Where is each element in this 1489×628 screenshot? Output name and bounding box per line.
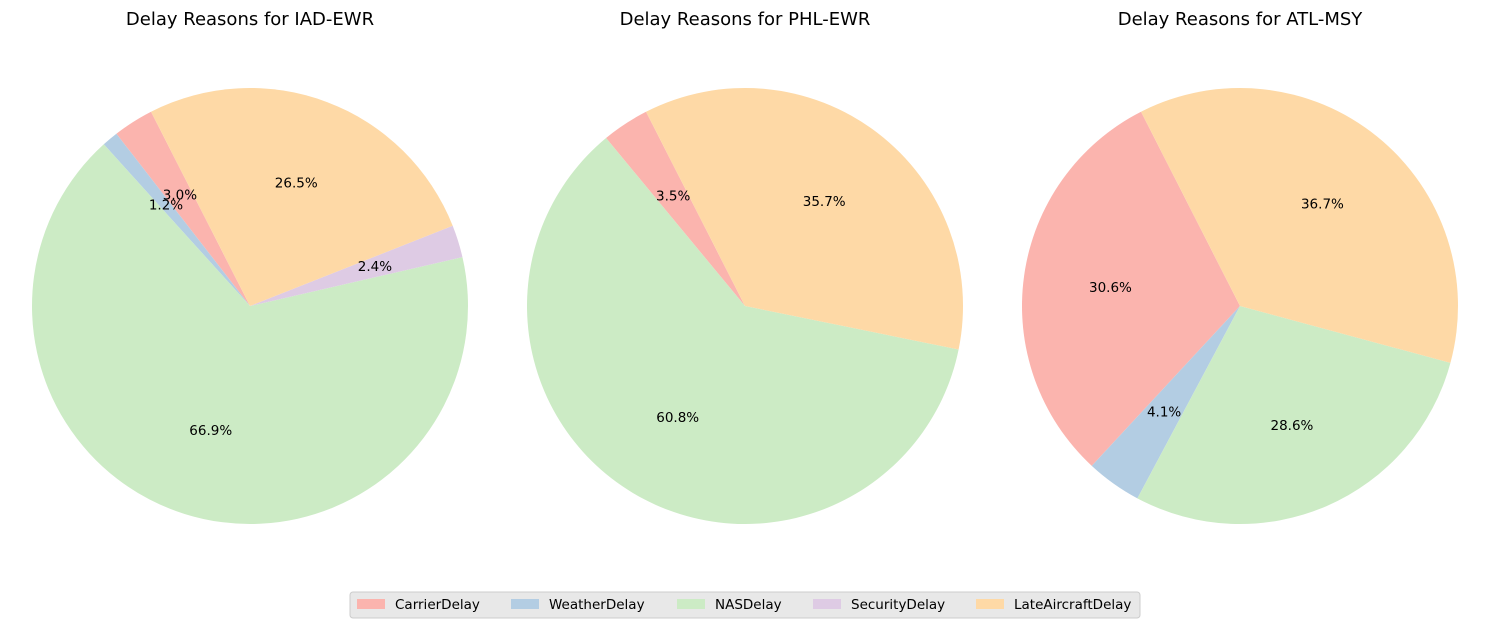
pie-slice-weather-delay: [1091, 306, 1240, 499]
legend-swatch: [813, 599, 841, 609]
pie-slice-carrier-delay: [1021, 111, 1240, 466]
legend-label: NASDelay: [715, 597, 782, 613]
pie-percent-label: 1.2%: [149, 198, 183, 214]
chart-title: Delay Reasons for IAD-EWR: [126, 9, 374, 30]
pie-percent-label: 2.4%: [358, 259, 392, 275]
pie-slice-weather-delay: [103, 133, 250, 306]
legend-label: CarrierDelay: [395, 597, 480, 613]
chart-title: Delay Reasons for ATL-MSY: [1118, 9, 1364, 30]
pie-percent-label: 30.6%: [1089, 280, 1132, 296]
legend-label: SecurityDelay: [851, 597, 945, 613]
pie-slice-nasdelay: [1137, 306, 1451, 524]
legend-swatch: [976, 599, 1004, 609]
pie-slice-security-delay: [250, 225, 463, 306]
pie-panel-atl-msy: Delay Reasons for ATL-MSY 30.6% 4.1% 28.6%…: [1021, 9, 1458, 524]
pie-percent-label: 36.7%: [1301, 196, 1344, 212]
legend-item-late-aircraft-delay: LateAircraftDelay: [976, 597, 1131, 613]
pie-slice-nasdelay: [527, 138, 959, 524]
legend-label: LateAircraftDelay: [1014, 597, 1131, 613]
legend-label: WeatherDelay: [549, 597, 645, 613]
pie-slice-late-aircraft-delay: [1141, 88, 1458, 363]
chart-title: Delay Reasons for PHL-EWR: [620, 9, 871, 30]
legend-item-nasdelay: NASDelay: [677, 597, 782, 613]
pie-percent-label: 35.7%: [803, 194, 846, 210]
pie-panel-iad-ewr: Delay Reasons for IAD-EWR 3.0%1.2% 66.9% 2…: [32, 9, 469, 524]
pie-percent-label: 4.1%: [1147, 405, 1181, 421]
pie-slice-carrier-delay: [116, 111, 250, 306]
legend: CarrierDelay WeatherDelay NASDelay Security…: [349, 591, 1141, 619]
legend-item-weather-delay: WeatherDelay: [511, 597, 645, 613]
pie-percent-label: 26.5%: [275, 176, 318, 192]
pie-panel-phl-ewr: Delay Reasons for PHL-EWR 3.5% 60.8% 35.7%: [527, 9, 964, 524]
legend-item-carrier-delay: CarrierDelay: [357, 597, 480, 613]
pie-slice-nasdelay: [32, 144, 469, 524]
pie-slice-late-aircraft-delay: [151, 88, 453, 307]
legend-frame: [349, 591, 1141, 619]
pie-percent-label: 60.8%: [656, 410, 699, 426]
pie-percent-label: 3.0%: [163, 188, 197, 204]
pie-percent-label: 66.9%: [189, 423, 232, 439]
pie-slice-carrier-delay: [606, 111, 745, 306]
legend-swatch: [677, 599, 705, 609]
pie-slice-late-aircraft-delay: [646, 87, 964, 350]
pie-percent-label: 3.5%: [656, 189, 690, 205]
pie-percent-label: 28.6%: [1271, 418, 1314, 434]
legend-swatch: [511, 599, 539, 609]
legend-swatch: [357, 599, 385, 609]
legend-item-security-delay: SecurityDelay: [813, 597, 945, 613]
